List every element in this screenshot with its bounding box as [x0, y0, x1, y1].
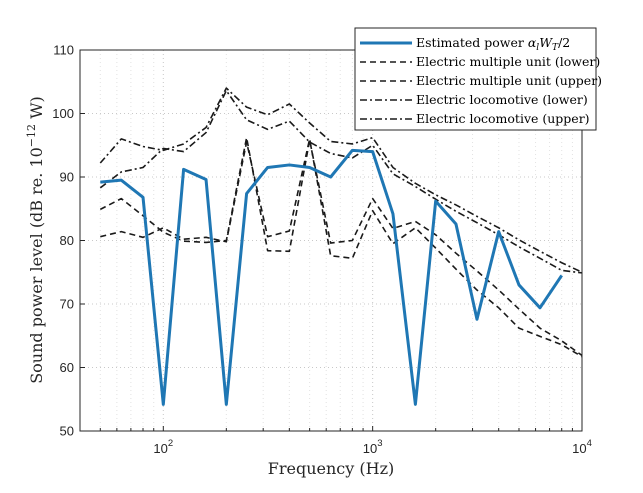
y-tick-label: 100 — [52, 106, 74, 121]
legend-estimated-sub-l: l — [536, 43, 539, 53]
x-tick-label-exponent: 2 — [168, 438, 173, 449]
legend-estimated-main: Estimated power — [416, 35, 528, 50]
x-tick-label-exponent: 3 — [377, 438, 382, 449]
x-tick-label: 102 — [153, 438, 173, 456]
x-tick-label: 104 — [572, 438, 592, 456]
legend-label-loco-upper: Electric locomotive (upper) — [416, 111, 590, 126]
x-tick-label-base: 10 — [572, 441, 586, 456]
series-emu-upper — [99, 136, 583, 357]
series-emu-lower — [100, 138, 583, 358]
legend-estimated-alpha: α — [528, 35, 537, 50]
legend-estimated-w: W — [539, 35, 553, 50]
legend-label-estimated-power: Estimated power αlWT/2 — [416, 35, 570, 53]
legend-box — [354, 27, 597, 131]
legend: Estimated power αlWT/2 Electric multiple… — [354, 27, 602, 131]
x-tick-label-base: 10 — [153, 441, 167, 456]
y-tick-label: 50 — [60, 424, 74, 439]
y-axis-label-exponent: −12 — [25, 124, 38, 147]
x-tick-label-exponent: 4 — [587, 438, 592, 449]
x-axis-label: Frequency (Hz) — [268, 459, 395, 478]
x-tick-label-base: 10 — [363, 441, 377, 456]
y-tick-label: 80 — [60, 233, 74, 248]
y-tick-label: 90 — [60, 170, 74, 185]
x-tick-label: 103 — [363, 438, 383, 456]
legend-label-emu-lower: Electric multiple unit (lower) — [416, 54, 600, 69]
y-tick-label: 70 — [60, 297, 74, 312]
legend-label-loco-lower: Electric locomotive (lower) — [416, 92, 588, 107]
legend-estimated-tail: /2 — [558, 35, 570, 50]
y-tick-label: 110 — [53, 43, 74, 58]
y-axis-label: Sound power level (dB re. 10−12 W) — [25, 96, 46, 384]
y-axis-label-tail: W) — [27, 96, 46, 124]
y-axis-label-main: Sound power level (dB re. 10 — [27, 147, 46, 384]
series-layer — [99, 87, 583, 406]
legend-estimated-sub-t: T — [552, 43, 559, 53]
legend-label-emu-upper: Electric multiple unit (upper) — [416, 73, 602, 88]
series-estimated-power — [100, 148, 563, 406]
series-loco-upper — [99, 87, 583, 273]
y-tick-label: 60 — [60, 360, 74, 375]
